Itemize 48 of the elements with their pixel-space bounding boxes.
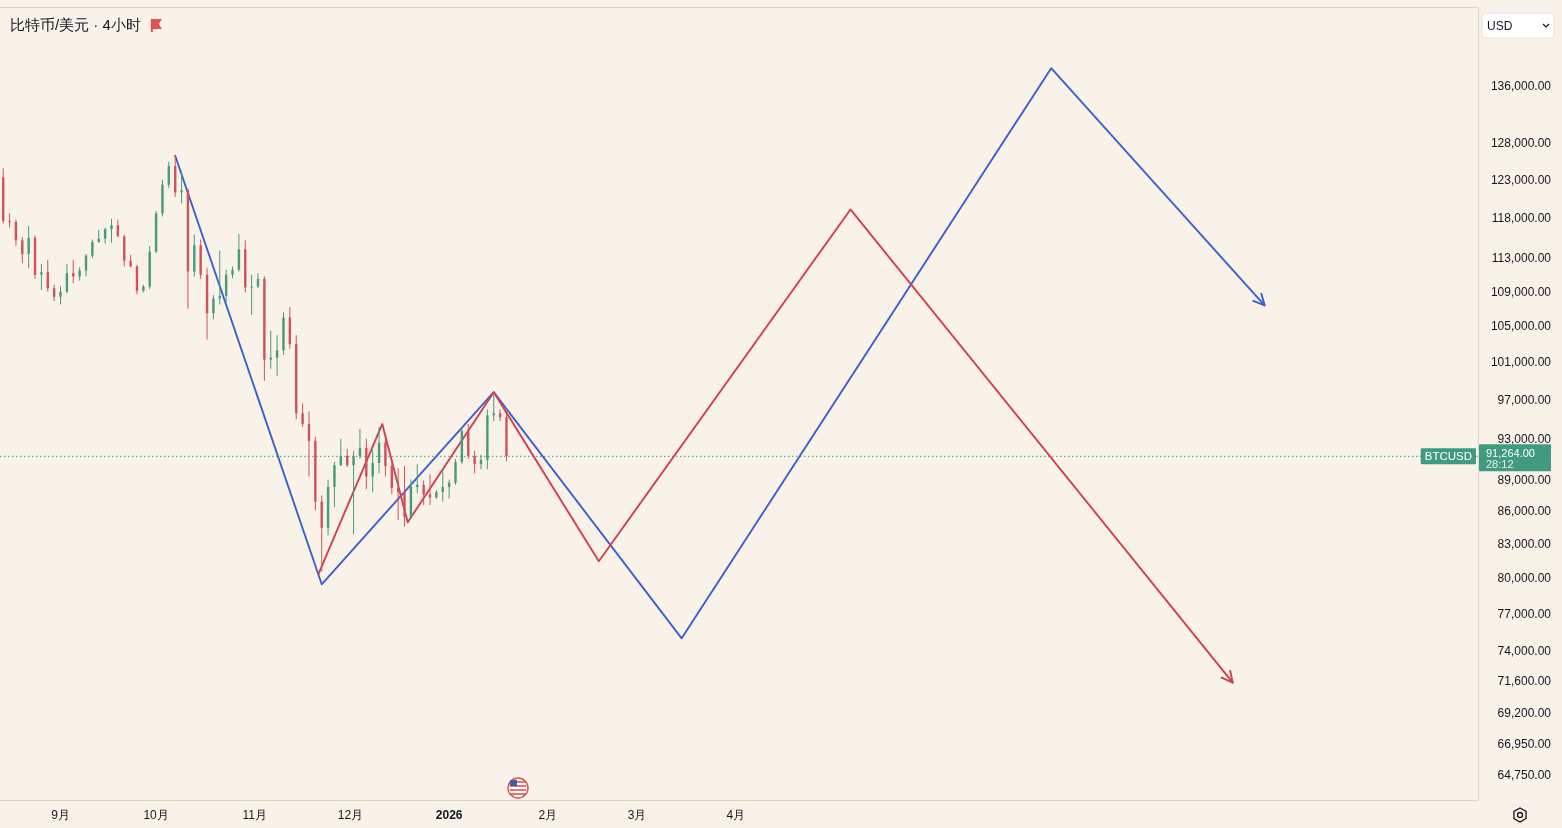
annotation: BTCUSD [1424,450,1472,463]
candlestick [422,480,425,506]
x-tick-label: 9月 [51,808,70,822]
text: USD [1487,19,1513,33]
y-tick-label: 74,000.00 [1497,643,1552,658]
y-tick-label: 113,000.00 [1491,251,1552,266]
y-tick-label: 71,600.00 [1497,674,1552,689]
y-tick-label: 118,000.00 [1491,211,1552,226]
candlestick [269,330,272,370]
y-tick-label: 86,000.00 [1497,504,1552,519]
y-tick-label: 80,000.00 [1497,571,1552,586]
x-tick-label: 2月 [538,808,558,822]
y-tick-label: 105,000.00 [1490,319,1552,334]
text: 比特币/美元 · 4小时 [10,16,141,33]
x-tick-label: 12月 [337,808,364,822]
y-tick-label: 64,750.00 [1497,767,1552,782]
y-tick-label: 89,000.00 [1497,472,1552,487]
ref-line-label: 91,264.00 [1486,447,1535,460]
candlestick [454,458,457,486]
x-tick-label: 3月 [627,808,647,822]
candlestick [21,236,24,264]
y-tick-label: 123,000.00 [1490,172,1552,187]
x-tick-label: 4月 [726,808,746,822]
candlestick [212,294,215,320]
candlestick [8,212,11,229]
candlestick [250,274,253,316]
x-tick-label: 2026 [435,808,463,822]
y-tick-label: 93,000.00 [1497,431,1552,446]
y-tick-label: 101,000.00 [1490,355,1552,370]
y-tick-label: 66,950.00 [1497,736,1552,751]
x-tick-label: 11月 [242,808,268,822]
candlestick [301,403,304,428]
candlestick [27,225,30,269]
y-tick-label: 128,000.00 [1490,135,1552,150]
candlestick [333,461,336,508]
candlestick [180,170,183,204]
candlestick [384,438,387,477]
candlestick [40,263,43,291]
candlestick [473,450,476,474]
y-tick-label: 109,000.00 [1490,284,1552,299]
candlestick [91,239,94,259]
y-tick-label: 136,000.00 [1490,79,1552,94]
candlestick [110,218,113,244]
x-tick-label: 10月 [143,808,169,822]
y-tick-label: 69,200.00 [1497,705,1552,720]
y-tick-label: 97,000.00 [1497,392,1552,407]
y-tick-label: 77,000.00 [1497,606,1552,621]
y-tick-label: 83,000.00 [1497,537,1552,552]
